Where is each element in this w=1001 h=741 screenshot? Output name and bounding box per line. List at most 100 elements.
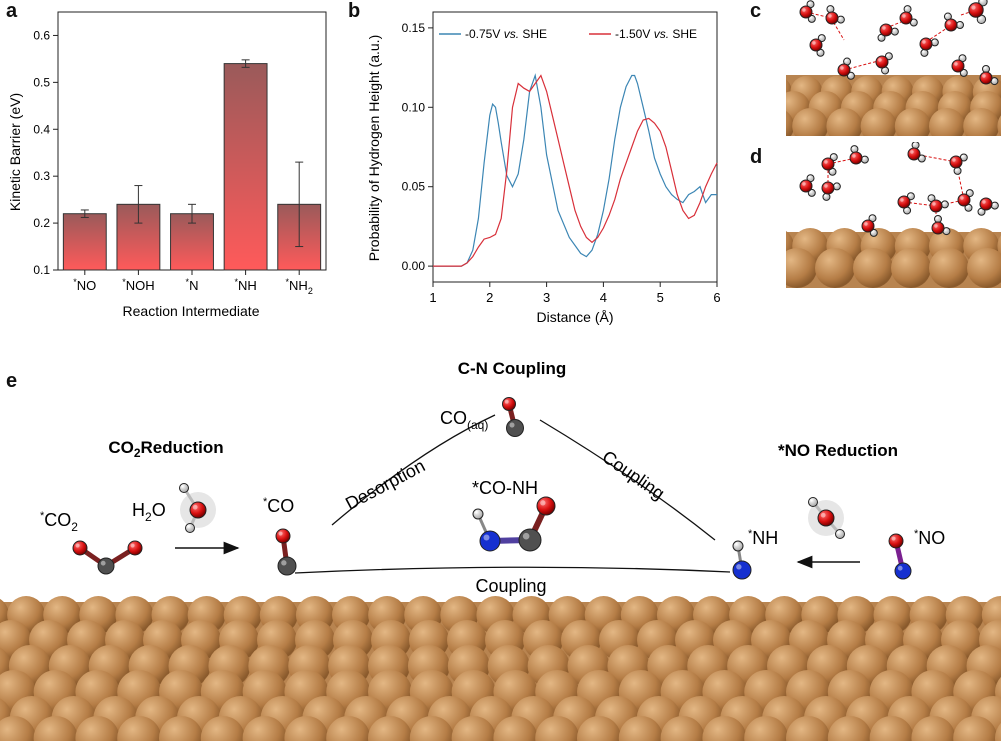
copper-atom bbox=[660, 716, 705, 741]
oxygen-atom bbox=[929, 199, 943, 213]
hydrogen-atom bbox=[846, 71, 855, 80]
atom-highlight bbox=[992, 203, 995, 206]
hydrogen-atom bbox=[956, 21, 964, 29]
snapshot-c-water-on-copper bbox=[786, 0, 1001, 136]
hydrogen-atom bbox=[965, 189, 974, 198]
copper-atom bbox=[159, 716, 203, 741]
oxygen-atom bbox=[899, 11, 913, 25]
bar bbox=[223, 63, 268, 271]
atom-highlight bbox=[892, 29, 895, 32]
atom-highlight bbox=[802, 8, 806, 12]
hydrogen-atom bbox=[179, 483, 189, 493]
hydrogen-atom bbox=[884, 52, 893, 61]
coupling-curve-bottom bbox=[294, 566, 731, 574]
atom-highlight bbox=[75, 543, 80, 548]
copper-atom bbox=[242, 716, 287, 741]
atom-highlight bbox=[960, 196, 964, 200]
plot-frame bbox=[432, 11, 718, 283]
atom-highlight bbox=[910, 150, 914, 154]
atom-highlight bbox=[878, 58, 882, 62]
label-coupling-right: Coupling bbox=[599, 447, 669, 504]
y-tick-label: 0.00 bbox=[402, 259, 426, 273]
hydrogen-atom bbox=[807, 14, 816, 23]
atom-highlight bbox=[100, 560, 106, 566]
x-tick-label: 3 bbox=[543, 290, 550, 305]
label-desorption: Desorption bbox=[342, 455, 428, 514]
copper-surface-water-d bbox=[786, 142, 1001, 288]
x-tick-label: *NO bbox=[73, 277, 96, 293]
atom-highlight bbox=[808, 1, 811, 5]
atom-highlight bbox=[852, 146, 855, 149]
atom-highlight bbox=[955, 168, 958, 171]
atom-highlight bbox=[942, 202, 945, 205]
y-tick-label: 0.05 bbox=[402, 180, 426, 194]
legend-label: -0.75V vs. SHE bbox=[465, 27, 547, 41]
atom-highlight bbox=[809, 190, 812, 193]
atom-highlight bbox=[181, 485, 184, 488]
y-tick-label: 0.15 bbox=[402, 21, 426, 35]
atom-highlight bbox=[922, 40, 926, 44]
oxygen-atom bbox=[919, 37, 933, 51]
hydrogen-atom bbox=[808, 497, 818, 507]
oxygen-atom bbox=[907, 147, 921, 161]
y-tick-label: 0.1 bbox=[33, 263, 50, 277]
copper-atom bbox=[963, 108, 1000, 136]
oxygen-atom bbox=[799, 179, 813, 193]
copper-atom bbox=[786, 111, 794, 136]
oxygen-atom bbox=[968, 2, 984, 18]
atom-highlight bbox=[474, 510, 478, 514]
oxygen-atom bbox=[502, 397, 516, 411]
copper-atom bbox=[409, 716, 454, 741]
snapshot-d-water-on-copper bbox=[786, 142, 1001, 288]
atom-highlight bbox=[837, 531, 840, 534]
x-tick-label: *N bbox=[186, 277, 199, 293]
oxygen-atom bbox=[875, 55, 889, 69]
section-title-no-reduction: *NO Reduction bbox=[778, 441, 898, 460]
atom-highlight bbox=[192, 504, 198, 510]
label-no: *NO bbox=[914, 528, 945, 548]
x-tick-label: 1 bbox=[429, 290, 436, 305]
atom-highlight bbox=[862, 157, 865, 160]
label-nh: *NH bbox=[748, 528, 778, 548]
x-tick-label: 2 bbox=[486, 290, 493, 305]
nitrogen-atom bbox=[479, 530, 501, 552]
hydrogen-atom bbox=[982, 65, 990, 73]
copper-atom bbox=[0, 716, 36, 741]
oxygen-atom bbox=[931, 221, 945, 235]
atom-highlight bbox=[954, 62, 958, 66]
oxygen-atom bbox=[72, 540, 88, 556]
y-tick-label: 0.4 bbox=[33, 122, 50, 136]
atom-highlight bbox=[957, 22, 960, 25]
oxygen-atom bbox=[979, 197, 993, 211]
copper-atom bbox=[786, 716, 830, 741]
atom-highlight bbox=[509, 422, 515, 428]
copper-atom bbox=[326, 716, 371, 741]
copper-atom bbox=[929, 108, 965, 136]
y-tick-label: 0.6 bbox=[33, 28, 50, 42]
copper-atom bbox=[815, 248, 855, 288]
panel-label-e: e bbox=[6, 370, 18, 392]
oxygen-atom bbox=[817, 509, 835, 527]
copper-atom bbox=[535, 716, 580, 741]
label-co: *CO bbox=[263, 496, 294, 516]
series-line bbox=[433, 74, 718, 267]
atom-highlight bbox=[944, 228, 947, 231]
oxygen-atom bbox=[837, 63, 851, 77]
atom-highlight bbox=[278, 531, 283, 536]
atom-highlight bbox=[187, 525, 190, 528]
oxygen-atom bbox=[861, 219, 875, 233]
atom-highlight bbox=[819, 35, 822, 38]
copper-atom bbox=[826, 108, 863, 136]
label-coupling-bottom: Coupling bbox=[475, 576, 546, 596]
atom-highlight bbox=[929, 195, 932, 199]
atom-highlight bbox=[840, 66, 844, 70]
copper-atom bbox=[493, 716, 538, 741]
panel-label-d: d bbox=[750, 146, 763, 168]
oxygen-atom bbox=[536, 496, 556, 516]
carbon-atom bbox=[97, 557, 115, 575]
oxygen-atom bbox=[888, 533, 904, 549]
atom-highlight bbox=[483, 534, 490, 541]
atom-highlight bbox=[967, 190, 970, 193]
line-chart-hydrogen-height: 0.00 0.05 0.10 0.15 1 2 3 4 5 6 -0.75V vs. SHE -1.5… bbox=[366, 11, 721, 325]
label-water-left: H2O bbox=[132, 500, 166, 524]
